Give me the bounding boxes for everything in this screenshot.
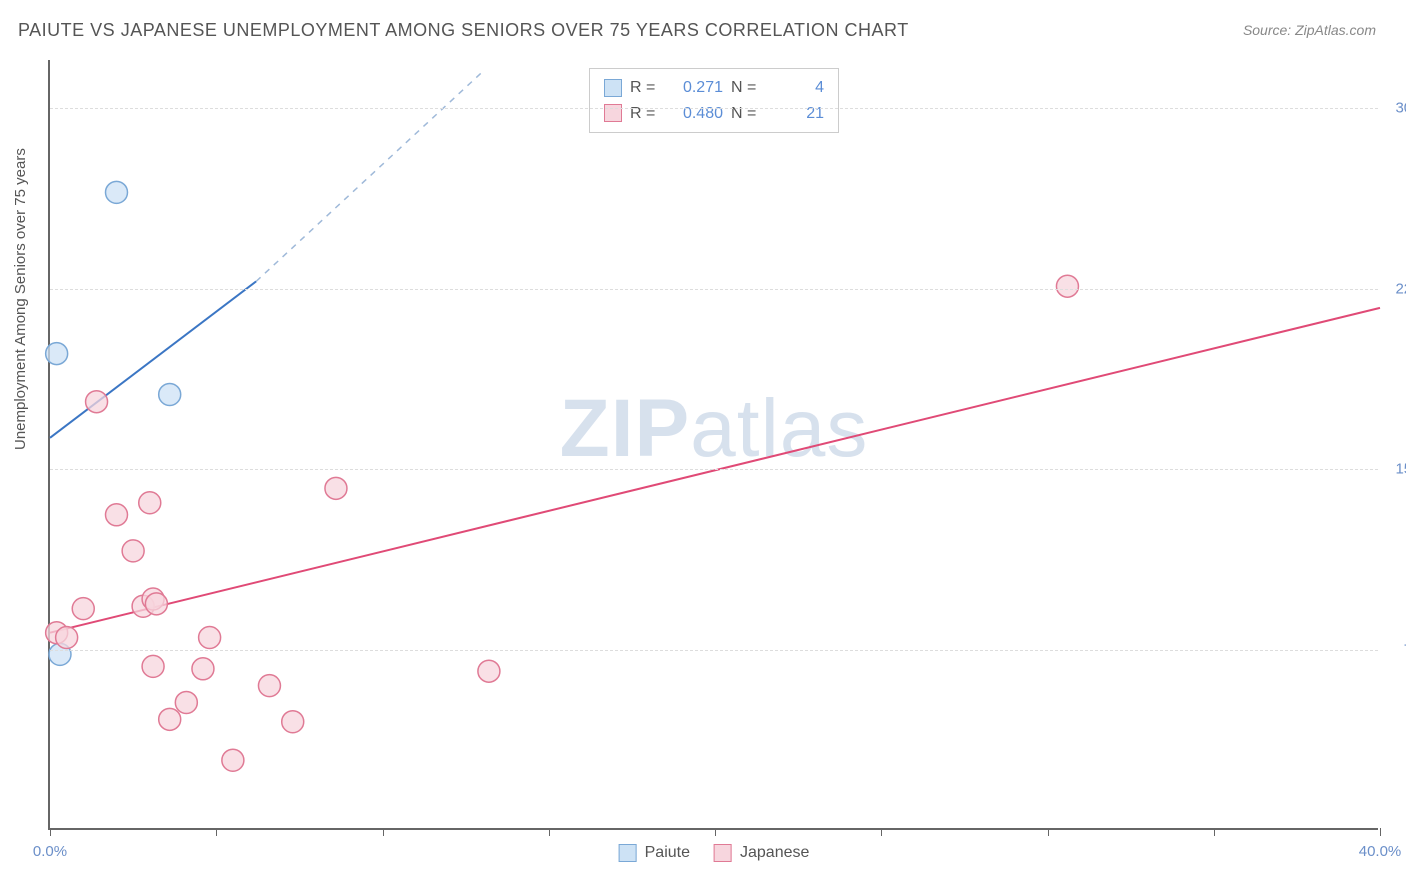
data-point <box>139 492 161 514</box>
legend-label: Paiute <box>645 844 690 862</box>
r-label: R = <box>630 101 660 127</box>
data-point <box>325 477 347 499</box>
x-tick <box>383 828 384 836</box>
chart-title: PAIUTE VS JAPANESE UNEMPLOYMENT AMONG SE… <box>18 20 909 41</box>
data-point <box>159 383 181 405</box>
n-label: N = <box>731 101 761 127</box>
x-tick <box>549 828 550 836</box>
legend-item-paiute: Paiute <box>619 844 690 862</box>
trend-line <box>50 308 1380 633</box>
data-point <box>106 504 128 526</box>
data-point <box>478 660 500 682</box>
data-point <box>72 598 94 620</box>
legend-label: Japanese <box>740 844 809 862</box>
data-point <box>159 708 181 730</box>
data-point <box>192 658 214 680</box>
gridline <box>50 650 1378 651</box>
swatch-paiute <box>604 79 622 97</box>
data-point <box>142 655 164 677</box>
series-legend: Paiute Japanese <box>619 844 810 862</box>
x-tick <box>1048 828 1049 836</box>
data-point <box>56 627 78 649</box>
source-attribution: Source: ZipAtlas.com <box>1243 22 1376 38</box>
data-point <box>122 540 144 562</box>
data-point <box>258 675 280 697</box>
gridline <box>50 108 1378 109</box>
r-value-paiute: 0.271 <box>668 75 723 101</box>
data-point <box>282 711 304 733</box>
n-label: N = <box>731 75 761 101</box>
r-value-japanese: 0.480 <box>668 101 723 127</box>
swatch-paiute <box>619 844 637 862</box>
trend-line-extrapolated <box>256 72 482 281</box>
gridline <box>50 469 1378 470</box>
data-point <box>46 343 68 365</box>
legend-item-japanese: Japanese <box>714 844 809 862</box>
data-point <box>86 391 108 413</box>
data-point <box>175 691 197 713</box>
y-tick-label: 15.0% <box>1383 461 1406 478</box>
x-tick <box>1214 828 1215 836</box>
trend-line <box>50 281 256 437</box>
r-label: R = <box>630 75 660 101</box>
y-tick-label: 30.0% <box>1383 100 1406 117</box>
n-value-japanese: 21 <box>769 101 824 127</box>
swatch-japanese <box>714 844 732 862</box>
x-tick <box>1380 828 1381 836</box>
swatch-japanese <box>604 104 622 122</box>
x-tick <box>715 828 716 836</box>
n-value-paiute: 4 <box>769 75 824 101</box>
data-point <box>106 181 128 203</box>
y-tick-label: 7.5% <box>1383 641 1406 658</box>
y-tick-label: 22.5% <box>1383 280 1406 297</box>
x-tick-label: 0.0% <box>33 843 67 860</box>
legend-row-japanese: R = 0.480 N = 21 <box>604 101 824 127</box>
data-point <box>145 593 167 615</box>
x-tick <box>216 828 217 836</box>
x-tick <box>881 828 882 836</box>
data-point <box>199 627 221 649</box>
legend-row-paiute: R = 0.271 N = 4 <box>604 75 824 101</box>
x-tick <box>50 828 51 836</box>
y-axis-label: Unemployment Among Seniors over 75 years <box>12 148 29 450</box>
x-tick-label: 40.0% <box>1359 843 1402 860</box>
gridline <box>50 289 1378 290</box>
plot-area: ZIPatlas R = 0.271 N = 4 R = 0.480 N = 2… <box>48 60 1378 830</box>
data-point <box>1056 275 1078 297</box>
data-point <box>222 749 244 771</box>
chart-svg <box>50 60 1378 828</box>
correlation-legend: R = 0.271 N = 4 R = 0.480 N = 21 <box>589 68 839 133</box>
